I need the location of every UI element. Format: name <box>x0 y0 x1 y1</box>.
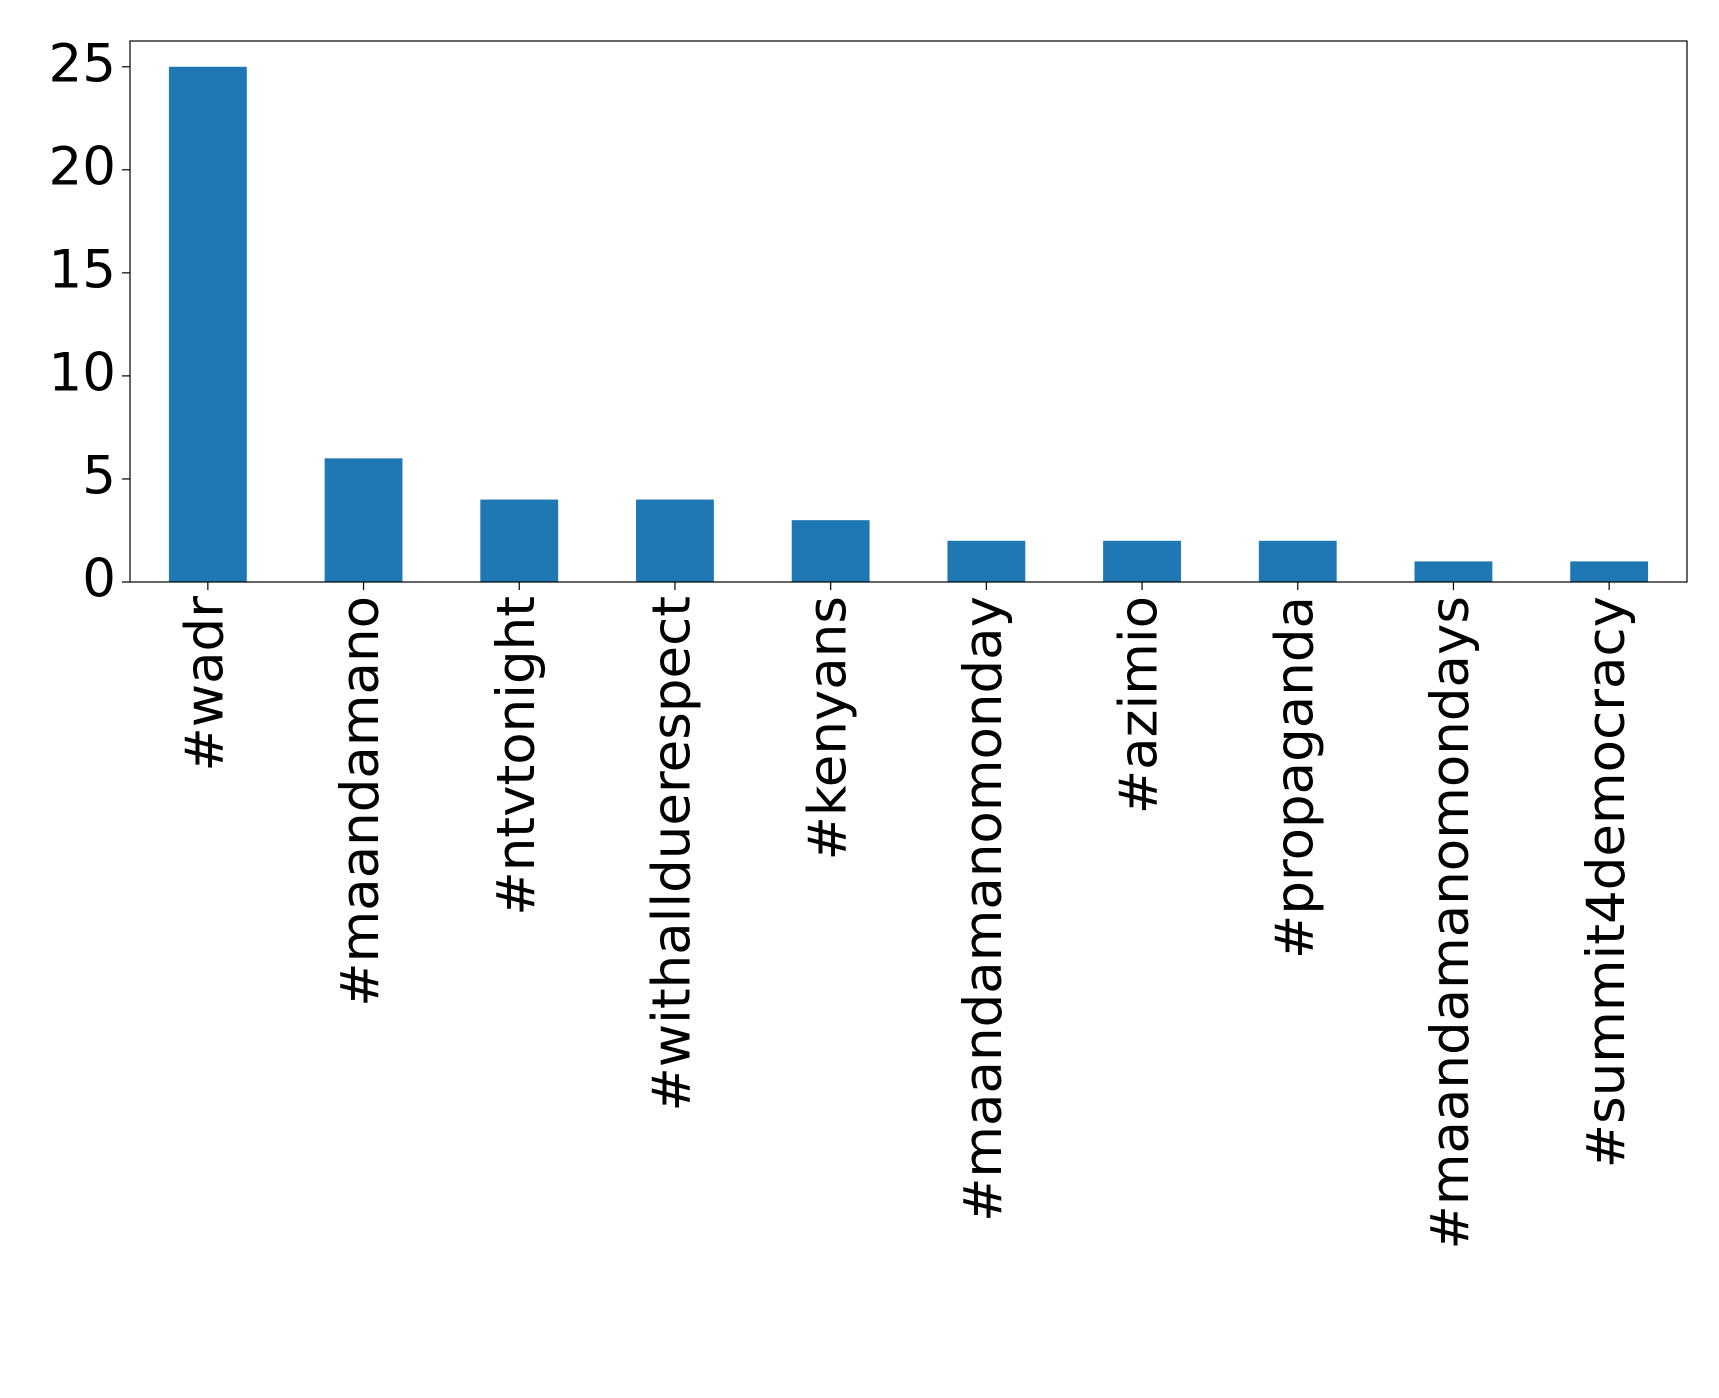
bar <box>791 520 870 582</box>
x-tick-label: #wadr <box>174 596 235 772</box>
bar <box>1570 561 1649 582</box>
y-tick-label: 5 <box>82 446 116 507</box>
x-tick-label: #maandamanomonday <box>953 596 1014 1222</box>
bar <box>947 540 1026 582</box>
bar <box>1258 540 1337 582</box>
x-tick-label: #maandamanomondays <box>1420 596 1481 1250</box>
bar <box>636 499 714 582</box>
x-tick-label: #withallduerespect <box>642 596 703 1112</box>
x-tick-label: #propaganda <box>1264 596 1325 959</box>
bar <box>324 458 403 582</box>
bar <box>480 499 559 582</box>
bar <box>1414 561 1493 582</box>
y-tick-label: 25 <box>49 33 116 94</box>
bar <box>168 66 247 582</box>
x-tick-label: #summit4democracy <box>1576 596 1637 1168</box>
y-tick-label: 0 <box>82 549 116 610</box>
x-tick-label: #azimio <box>1109 596 1170 814</box>
x-tick-label: #kenyans <box>797 596 858 860</box>
x-tick-label: #ntvtonight <box>486 596 547 916</box>
y-tick-label: 10 <box>49 343 116 404</box>
plot-frame <box>129 40 1688 583</box>
y-tick-label: 20 <box>49 136 116 197</box>
x-tick-label: #maandamano <box>330 596 391 1007</box>
y-tick-label: 15 <box>49 239 116 300</box>
bar <box>1103 540 1181 582</box>
